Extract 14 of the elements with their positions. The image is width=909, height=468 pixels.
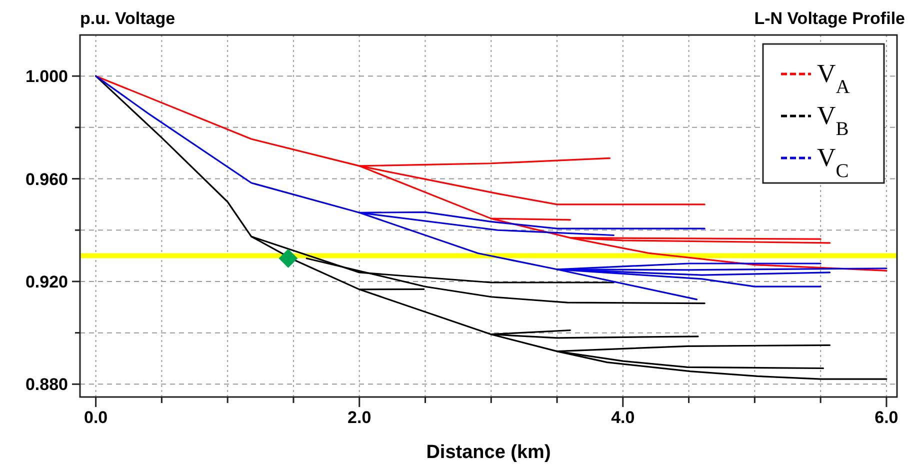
y-tick-label: 0.960: [25, 170, 68, 189]
chart-title: L-N Voltage Profile: [754, 9, 905, 28]
x-tick-label: 6.0: [874, 408, 898, 427]
legend-label: V$_{B}$: [817, 101, 849, 140]
x-tick-label: 4.0: [611, 408, 635, 427]
x-tick-label: 0.0: [84, 408, 108, 427]
x-tick-label: 2.0: [348, 408, 372, 427]
y-tick-label: 0.880: [25, 375, 68, 394]
x-axis-title: Distance (km): [426, 442, 551, 463]
y-tick-label: 1.000: [25, 67, 68, 86]
legend-label: V$_{A}$: [817, 59, 850, 98]
y-axis-title: p.u. Voltage: [80, 9, 176, 28]
y-tick-label: 0.920: [25, 272, 68, 292]
legend-label: V$_{C}$: [817, 143, 849, 182]
